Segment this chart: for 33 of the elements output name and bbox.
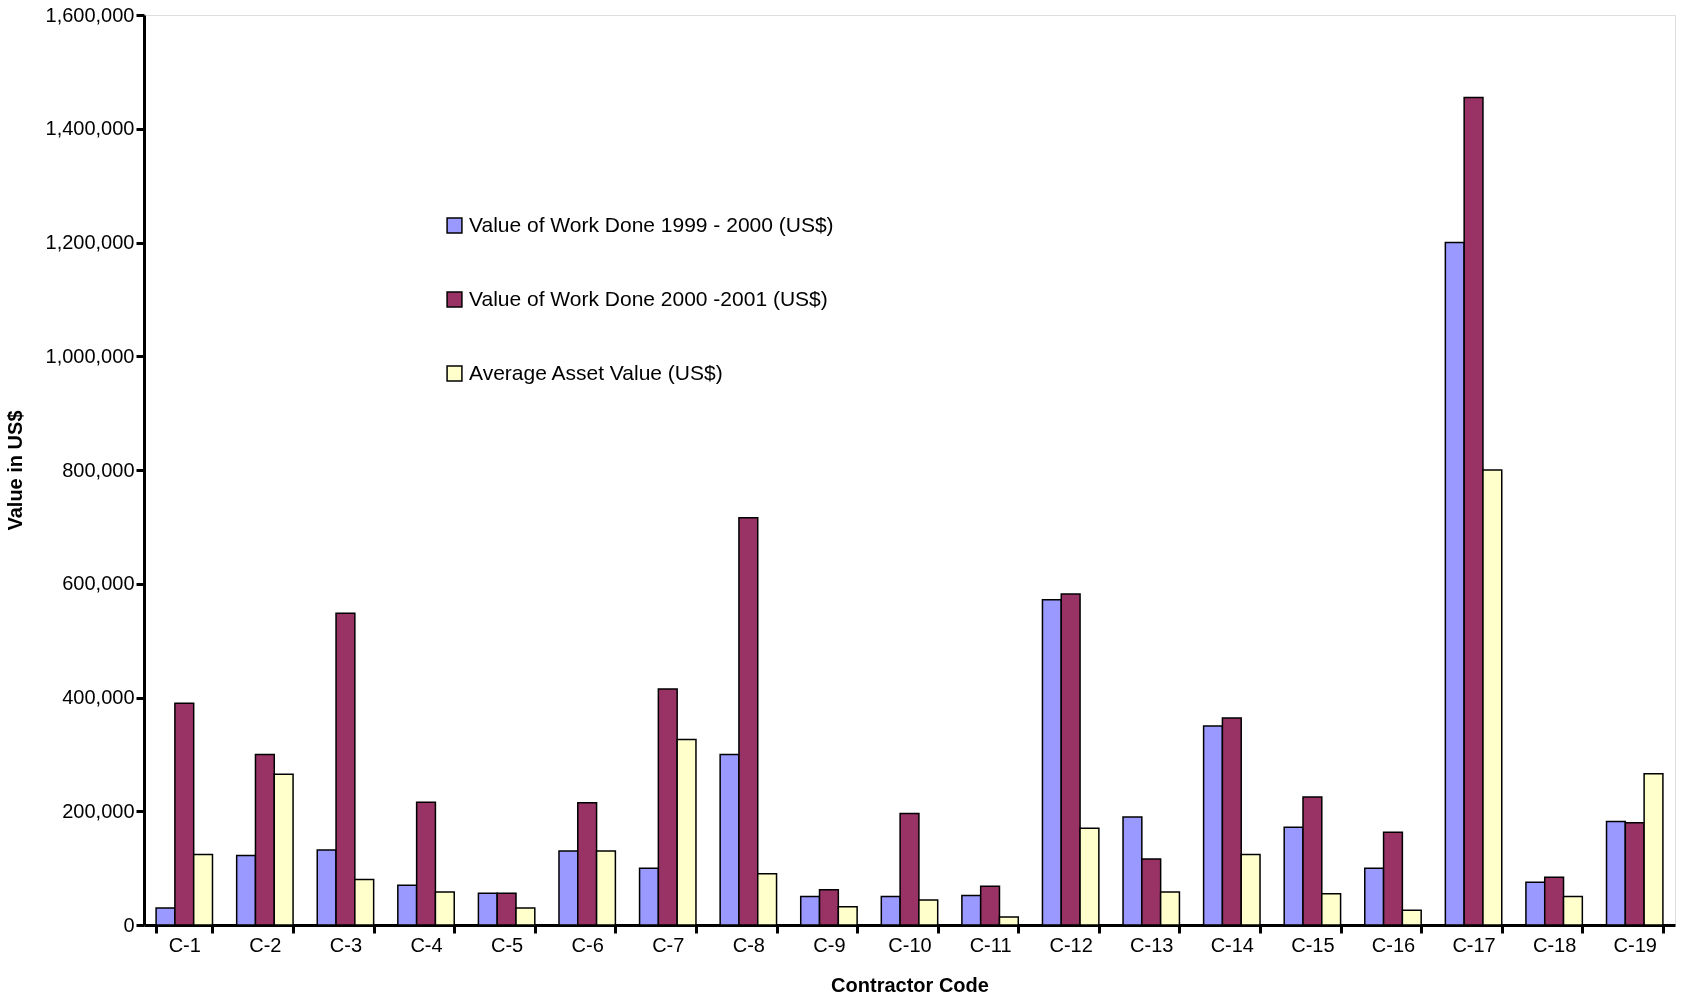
x-tick-label: C-7 [652, 933, 685, 956]
x-tick-label: C-11 [969, 933, 1012, 956]
x-tick-label: C-15 [1291, 933, 1335, 956]
x-tick-label: C-4 [410, 933, 443, 956]
y-tick-label: 600,000 [62, 572, 135, 595]
y-tick-label: 0 [123, 913, 135, 936]
y-tick-label: 1,200,000 [45, 231, 135, 253]
x-axis-title: Contractor Code [831, 973, 989, 996]
x-tick-label: C-17 [1452, 933, 1496, 956]
y-tick-label: 400,000 [62, 686, 135, 708]
x-tick-label: C-2 [249, 933, 282, 956]
y-tick-label: 1,600,000 [45, 3, 135, 26]
x-tick-label: C-5 [490, 933, 524, 956]
x-tick-label: C-9 [813, 933, 846, 956]
x-tick-label: C-13 [1130, 933, 1174, 956]
y-tick-label: 1,400,000 [45, 117, 135, 140]
x-tick-label: C-12 [1049, 933, 1093, 956]
y-tick-label: 200,000 [62, 799, 135, 822]
x-tick-label: C-19 [1613, 933, 1657, 956]
x-tick-label: C-16 [1371, 933, 1416, 956]
x-tick-label: C-6 [571, 933, 604, 956]
x-tick-label: C-10 [888, 933, 932, 956]
legend-label: Value of Work Done 2000 -2001 (US$) [469, 286, 828, 310]
y-tick-label: 1,000,000 [45, 344, 135, 367]
legend-label: Average Asset Value (US$) [469, 360, 723, 384]
x-tick-label: C-8 [732, 933, 765, 956]
y-tick-label: 800,000 [62, 458, 135, 481]
x-tick-label: C-3 [329, 933, 363, 956]
x-tick-label: C-1 [168, 933, 201, 956]
x-tick-label: C-14 [1210, 933, 1254, 956]
legend-label: Value of Work Done 1999 - 2000 (US$) [469, 212, 834, 236]
y-axis-title: Value in US$ [3, 410, 26, 531]
x-tick-label: C-18 [1532, 933, 1577, 956]
